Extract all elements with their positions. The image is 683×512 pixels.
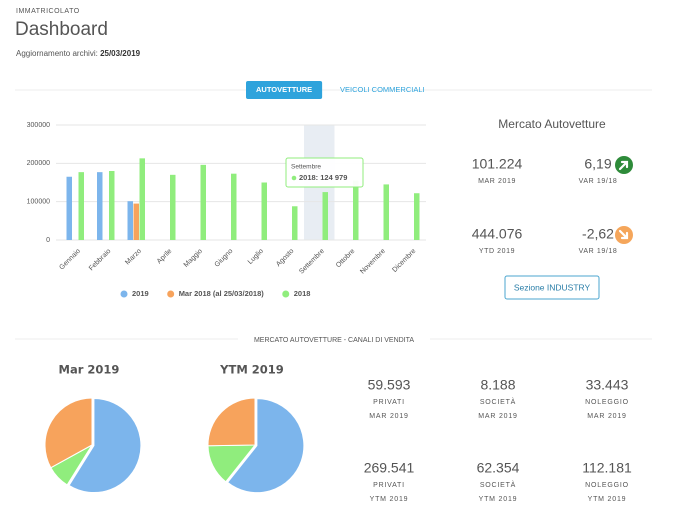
bar bbox=[139, 158, 145, 240]
button-frame[interactable] bbox=[504, 275, 600, 300]
channel-value: 62.354 bbox=[477, 460, 520, 476]
x-tick-label: Agosto bbox=[275, 248, 295, 268]
y-tick-label: 300000 bbox=[27, 122, 50, 129]
bar bbox=[200, 164, 206, 240]
x-tick-label: Marzo bbox=[124, 248, 143, 267]
bar bbox=[292, 206, 298, 240]
kpi-label: VAR 19/18 bbox=[579, 248, 618, 255]
bar bbox=[109, 171, 115, 240]
legend-marker[interactable] bbox=[167, 290, 175, 298]
kpi-label: YTD 2019 bbox=[479, 248, 515, 255]
x-tick-label: Febbraio bbox=[88, 248, 113, 273]
channel-value: 269.541 bbox=[364, 460, 415, 476]
section-title: MERCATO AUTOVETTURE - CANALI DI VENDITA bbox=[254, 337, 414, 344]
channel-value: 59.593 bbox=[368, 377, 411, 393]
separator-gap bbox=[238, 334, 430, 345]
x-tick-label: Settembre bbox=[298, 248, 326, 276]
tab-active[interactable] bbox=[246, 81, 323, 99]
update-info: Aggiornamento archivi: 25/03/2019 bbox=[16, 49, 141, 58]
tab[interactable]: AUTOVETTURE bbox=[246, 81, 323, 99]
bar bbox=[383, 184, 389, 240]
channel-period: YTM 2019 bbox=[370, 496, 409, 503]
tooltip: Settembre 2018: 124 979 bbox=[285, 157, 364, 188]
channel-period: YTM 2019 bbox=[588, 496, 627, 503]
tooltip-title: Settembre bbox=[291, 164, 321, 171]
tab-label[interactable]: AUTOVETTURE bbox=[256, 85, 312, 94]
bar bbox=[97, 172, 103, 240]
bar bbox=[414, 193, 420, 240]
tooltip-marker bbox=[291, 175, 297, 181]
bar bbox=[231, 173, 237, 240]
legend-item[interactable]: 2019 bbox=[120, 289, 149, 298]
page-title: Dashboard bbox=[15, 19, 108, 40]
tooltip-box bbox=[285, 157, 364, 188]
tab[interactable]: VEICOLI COMMERCIALI bbox=[340, 85, 425, 94]
section-label: IMMATRICOLATO bbox=[16, 8, 80, 15]
channel-value: 8.188 bbox=[480, 377, 515, 393]
channel-label: SOCIETÀ bbox=[480, 480, 516, 489]
y-tick-label: 100000 bbox=[27, 199, 50, 206]
bar bbox=[322, 192, 328, 240]
pie-title: Mar 2019 bbox=[59, 363, 120, 377]
channel-label: PRIVATI bbox=[373, 399, 405, 406]
pie-slice bbox=[207, 397, 256, 447]
bar bbox=[261, 182, 267, 240]
channel-value: 33.443 bbox=[586, 377, 629, 393]
pie-slice bbox=[68, 398, 142, 494]
pie-slice bbox=[44, 397, 93, 469]
kpi-label: MAR 2019 bbox=[478, 178, 516, 185]
tab-label[interactable]: VEICOLI COMMERCIALI bbox=[340, 85, 425, 94]
kpi-value: 101.224 bbox=[472, 156, 523, 172]
legend-marker[interactable] bbox=[120, 290, 128, 298]
industry-button[interactable]: Sezione INDUSTRY bbox=[504, 275, 600, 300]
x-tick-label: Luglio bbox=[247, 248, 265, 266]
legend-label[interactable]: Mar 2018 (al 25/03/2018) bbox=[179, 289, 265, 298]
trend-arrow bbox=[618, 229, 629, 240]
bar bbox=[66, 176, 72, 240]
y-tick-label: 0 bbox=[46, 237, 50, 244]
legend-marker[interactable] bbox=[282, 290, 290, 298]
legend-item[interactable]: Mar 2018 (al 25/03/2018) bbox=[167, 289, 264, 298]
x-tick-label: Novembre bbox=[359, 248, 387, 276]
bar bbox=[78, 172, 84, 240]
channel-label: NOLEGGIO bbox=[585, 482, 629, 489]
bar bbox=[133, 203, 139, 240]
kpi-value: -2,62 bbox=[582, 226, 614, 242]
bar bbox=[353, 180, 359, 240]
kpi-value: 6,19 bbox=[584, 156, 611, 172]
channel-period: YTM 2019 bbox=[479, 496, 518, 503]
legend-label[interactable]: 2018 bbox=[294, 289, 311, 298]
pie-title: YTM 2019 bbox=[219, 363, 284, 377]
channel-label: NOLEGGIO bbox=[585, 399, 629, 406]
channel-period: MAR 2019 bbox=[478, 413, 517, 420]
channel-label: SOCIETÀ bbox=[480, 397, 516, 406]
channel-value: 112.181 bbox=[582, 460, 632, 476]
x-tick-label: Maggio bbox=[183, 248, 204, 269]
x-tick-label: Aprile bbox=[156, 248, 174, 266]
x-tick-label: Ottobre bbox=[335, 248, 357, 270]
bar bbox=[170, 174, 176, 240]
kpi-value: 444.076 bbox=[472, 226, 523, 242]
x-tick-label: Gennaio bbox=[58, 248, 82, 272]
tooltip-label: 2018: 124 979 bbox=[299, 173, 347, 182]
market-title: Mercato Autovetture bbox=[498, 117, 606, 131]
channel-label: PRIVATI bbox=[373, 482, 405, 489]
update-date: 25/03/2019 bbox=[100, 49, 141, 58]
button-label[interactable]: Sezione INDUSTRY bbox=[514, 282, 591, 292]
legend-label[interactable]: 2019 bbox=[132, 289, 149, 298]
channel-period: MAR 2019 bbox=[587, 413, 626, 420]
x-tick-label: Giugno bbox=[214, 248, 235, 269]
bar bbox=[127, 201, 133, 240]
legend-item[interactable]: 2018 bbox=[282, 289, 310, 298]
kpi-label: VAR 19/18 bbox=[579, 178, 618, 185]
channel-period: MAR 2019 bbox=[369, 413, 408, 420]
trend-arrow bbox=[618, 160, 629, 171]
update-label: Aggiornamento archivi: bbox=[16, 49, 98, 58]
y-tick-label: 200000 bbox=[27, 160, 50, 167]
x-tick-label: Dicembre bbox=[391, 248, 417, 274]
pie-slice bbox=[226, 398, 305, 494]
